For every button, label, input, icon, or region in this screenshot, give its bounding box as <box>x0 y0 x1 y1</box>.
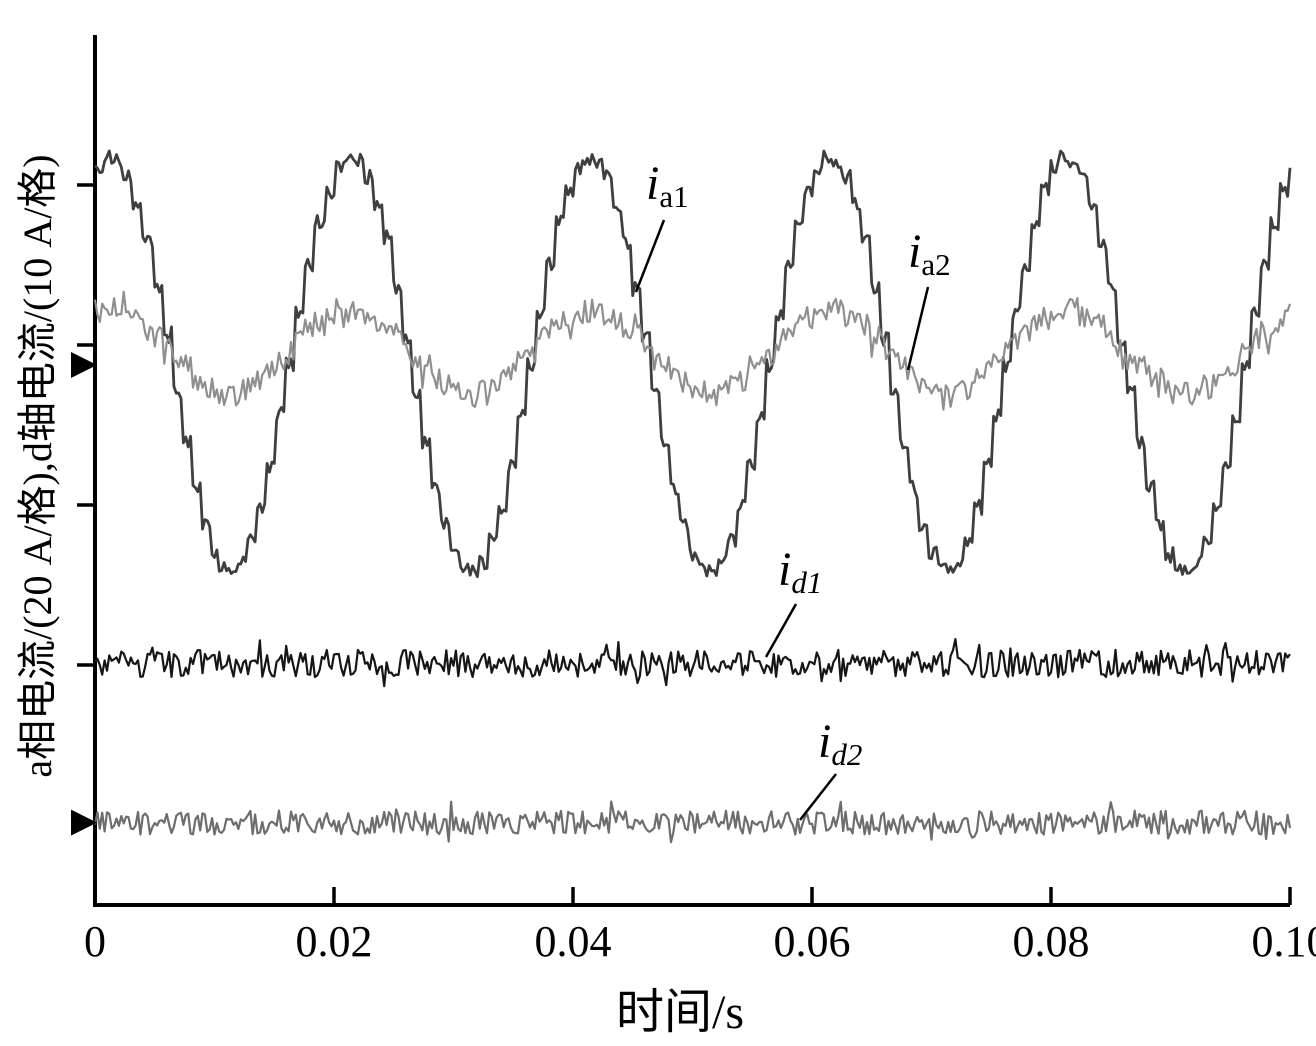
x-tick-label: 0.02 <box>295 917 373 966</box>
x-tick-label: 0.10 <box>1251 917 1316 966</box>
series-label-ia2-sub: a2 <box>921 247 951 282</box>
series-label-ia1-sub: a1 <box>659 179 689 214</box>
zero-marker-ia1 <box>71 352 97 378</box>
series-label-ia1-main: i <box>646 157 660 210</box>
trace-ia2 <box>93 290 1292 411</box>
y-axis-label: a相电流/(20 A/格),d轴电流/(10 A/格) <box>15 154 60 778</box>
series-label-ia2-main: i <box>908 225 922 278</box>
zero-marker-id2 <box>71 809 97 836</box>
series-label-id2: id2 <box>818 715 863 772</box>
leader-line-id2 <box>799 773 837 821</box>
trace-ia1 <box>93 149 1292 579</box>
series-label-id1: id1 <box>778 543 823 600</box>
leader-line-ia1 <box>634 219 666 293</box>
series-label-id1-sub: d1 <box>791 565 823 600</box>
trace-id1 <box>94 637 1291 688</box>
series-label-id1-main: i <box>778 543 792 596</box>
leader-line-ia2 <box>906 286 930 371</box>
trace-id2 <box>93 800 1292 844</box>
x-tick-label: 0 <box>84 917 106 966</box>
x-tick-label: 0.06 <box>773 917 851 966</box>
axes <box>93 35 1290 907</box>
leader-line-id1 <box>764 603 798 658</box>
series-label-ia1: ia1 <box>646 157 689 214</box>
x-axis-label: 时间/s <box>615 986 745 1039</box>
series-label-ia2: ia2 <box>908 225 951 282</box>
x-tick-label: 0.08 <box>1012 917 1090 966</box>
series-label-id2-main: i <box>818 715 832 768</box>
series-label-id2-sub: d2 <box>831 737 863 772</box>
x-tick-label: 0.04 <box>534 917 612 966</box>
